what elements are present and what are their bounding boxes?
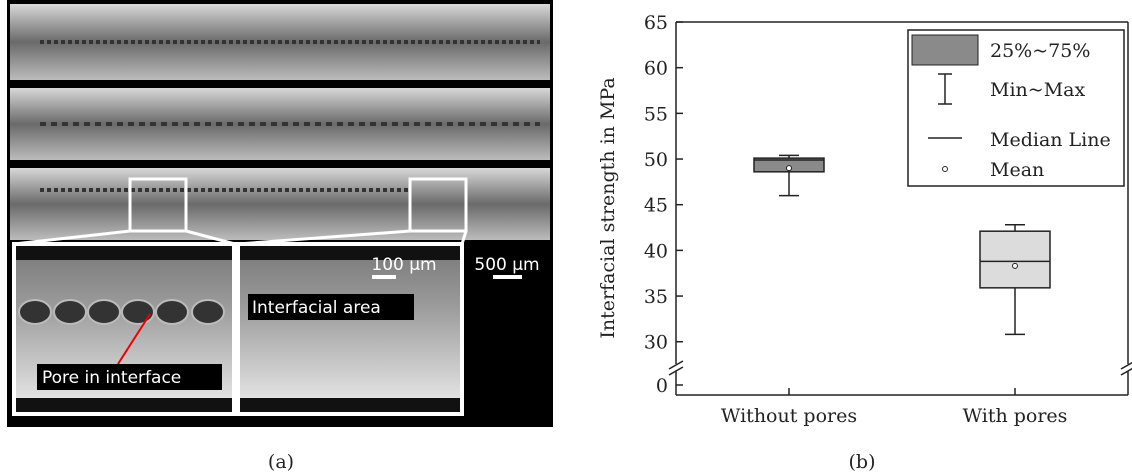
scale-bar-label: 100 µm — [371, 255, 436, 275]
mean-marker — [786, 165, 792, 172]
y-tick-label: 55 — [644, 103, 668, 125]
axis-break — [1120, 367, 1132, 376]
y-tick-label: 60 — [644, 58, 668, 80]
y-tick-label: 30 — [644, 332, 668, 354]
axis-break — [668, 360, 684, 370]
y-tick-label: 35 — [644, 286, 668, 308]
annotation: Interfacial area — [252, 298, 381, 318]
axis-break — [1120, 361, 1132, 370]
caption: (a) — [268, 451, 294, 473]
y-tick-label: 50 — [644, 149, 668, 171]
legend-label: Median Line — [990, 129, 1111, 151]
caption: (b) — [849, 451, 876, 473]
legend-label: Min~Max — [990, 79, 1085, 101]
y-tick-label: 65 — [644, 12, 668, 34]
y-axis-label: Interfacial strength in MPa — [597, 77, 619, 338]
legend-swatch — [911, 34, 979, 66]
micrograph-panel: 100 µm 500 µm Interfacial area Pore in i… — [7, 0, 553, 427]
legend-label: 25%~75% — [990, 40, 1090, 62]
box — [979, 230, 1051, 289]
y-tick-label: 0 — [656, 375, 668, 397]
x-tick-label: Without pores — [721, 405, 857, 427]
y-tick-label: 45 — [644, 195, 668, 217]
mean-marker — [1012, 262, 1018, 269]
legend-swatch — [942, 166, 948, 172]
x-tick-label: With pores — [963, 405, 1068, 427]
box — [753, 157, 825, 173]
axis-break — [668, 366, 684, 376]
annotation: Pore in interface — [42, 368, 181, 388]
y-tick-label: 40 — [644, 240, 668, 262]
legend-label: Mean — [990, 159, 1044, 181]
scale-bar-label: 500 µm — [474, 255, 539, 275]
